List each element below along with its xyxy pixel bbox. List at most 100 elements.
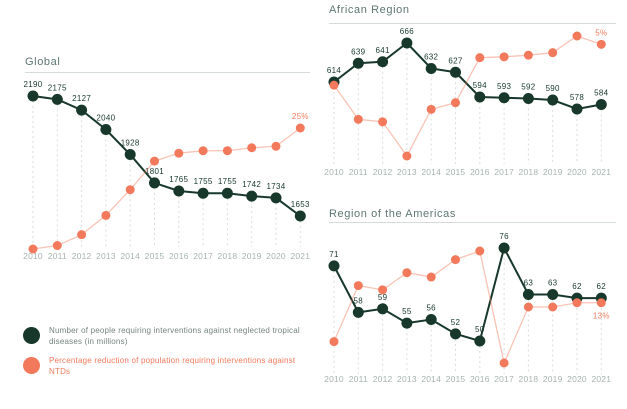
- data-point: [352, 306, 364, 318]
- x-axis-label: 2012: [72, 251, 92, 261]
- x-axis-label: 2018: [519, 167, 539, 177]
- x-axis-label: 2015: [446, 374, 466, 384]
- x-axis-label: 2012: [373, 167, 393, 177]
- data-point: [402, 268, 412, 278]
- data-point: [101, 210, 111, 220]
- data-point: [329, 337, 339, 347]
- x-axis-label: 2014: [421, 167, 441, 177]
- data-point: [426, 272, 436, 282]
- x-axis-label: 2010: [23, 251, 43, 261]
- americas-chart-title: Region of the Americas: [329, 208, 456, 220]
- data-point-label: 1755: [194, 177, 213, 186]
- data-point-label: 641: [375, 46, 389, 55]
- data-point-label: 1765: [169, 175, 188, 184]
- data-point-label: 666: [400, 27, 414, 36]
- x-axis-label: 2019: [543, 167, 563, 177]
- data-point-label: 55: [402, 307, 412, 316]
- x-axis-label: 2014: [421, 374, 441, 384]
- data-point-label: 52: [451, 318, 461, 327]
- data-point: [247, 143, 257, 153]
- people-series-dot-icon: [23, 327, 40, 344]
- data-point: [198, 146, 208, 156]
- data-point: [246, 190, 258, 202]
- data-point-label: 2127: [72, 94, 91, 103]
- x-axis-label: 2016: [470, 374, 490, 384]
- data-point: [475, 53, 485, 63]
- global-chart-title: Global: [25, 56, 61, 68]
- data-point-label: 62: [597, 282, 607, 291]
- global-title-rule: [25, 72, 310, 73]
- data-point-label: 76: [499, 232, 509, 241]
- data-point-label: 578: [570, 93, 584, 102]
- x-axis-label: 2011: [349, 167, 368, 177]
- data-point-label: 639: [351, 47, 365, 56]
- data-point: [548, 48, 558, 58]
- x-axis-label: 2015: [145, 251, 165, 261]
- data-point-label: 63: [524, 279, 534, 288]
- legend-label-percentage: Percentage reduction of population requi…: [49, 356, 296, 376]
- data-point: [522, 289, 534, 300]
- x-axis-label: 2018: [218, 251, 238, 261]
- x-axis-label: 2013: [397, 167, 417, 177]
- data-point: [571, 103, 583, 115]
- data-point-label: 58: [354, 296, 364, 305]
- data-point: [377, 56, 389, 68]
- data-point: [572, 31, 582, 41]
- x-axis-label: 2021: [591, 167, 611, 177]
- data-point: [425, 63, 437, 74]
- data-point: [547, 94, 559, 106]
- african-region-chart-title: African Region: [329, 4, 410, 16]
- data-point: [595, 99, 607, 110]
- data-point: [271, 141, 281, 151]
- legend-item-people: Number of people requiring interventions…: [23, 325, 315, 347]
- data-point-label: 59: [378, 293, 388, 302]
- x-axis-label: 2018: [519, 374, 539, 384]
- data-point-label: 1742: [242, 180, 261, 189]
- data-point: [222, 146, 232, 156]
- data-point-label: 1928: [121, 139, 140, 148]
- data-point-label: 71: [329, 250, 339, 259]
- data-point: [547, 289, 559, 300]
- data-point: [450, 328, 461, 340]
- x-axis-label: 2010: [324, 167, 344, 177]
- data-point: [523, 302, 533, 312]
- data-point: [295, 123, 305, 133]
- x-axis-label: 2013: [397, 374, 417, 384]
- data-point-label: 593: [497, 82, 511, 91]
- x-axis-label: 2016: [169, 251, 189, 261]
- data-point: [377, 303, 389, 315]
- data-point: [125, 185, 135, 195]
- data-point-label: 1801: [145, 167, 164, 176]
- data-point-label: 614: [327, 66, 341, 75]
- x-axis-label: 2020: [567, 374, 587, 384]
- data-point: [522, 93, 534, 104]
- data-point-label: 62: [572, 282, 582, 291]
- data-point: [498, 92, 510, 104]
- data-point-label: 2190: [24, 80, 43, 89]
- x-axis-label: 2017: [494, 167, 514, 177]
- x-axis-label: 2012: [373, 374, 393, 384]
- data-point-label: 2040: [96, 114, 115, 123]
- data-point: [174, 148, 184, 158]
- data-point: [474, 91, 486, 103]
- data-point-label: 594: [473, 81, 487, 90]
- data-point-label: 1653: [291, 200, 310, 209]
- data-point: [425, 314, 437, 326]
- data-point: [596, 39, 606, 49]
- americas-title-rule: [329, 222, 616, 223]
- data-point: [596, 298, 606, 308]
- data-point-label: 63: [548, 279, 558, 288]
- x-axis-label: 2015: [446, 167, 466, 177]
- data-point: [474, 335, 486, 347]
- data-point: [451, 255, 460, 265]
- series-line-green: [333, 245, 602, 343]
- data-point: [402, 151, 412, 161]
- data-point: [76, 104, 88, 116]
- data-point: [270, 192, 282, 204]
- data-point: [28, 244, 38, 254]
- data-point: [294, 210, 306, 222]
- data-point-label: 13%: [593, 312, 610, 321]
- data-point: [329, 80, 339, 90]
